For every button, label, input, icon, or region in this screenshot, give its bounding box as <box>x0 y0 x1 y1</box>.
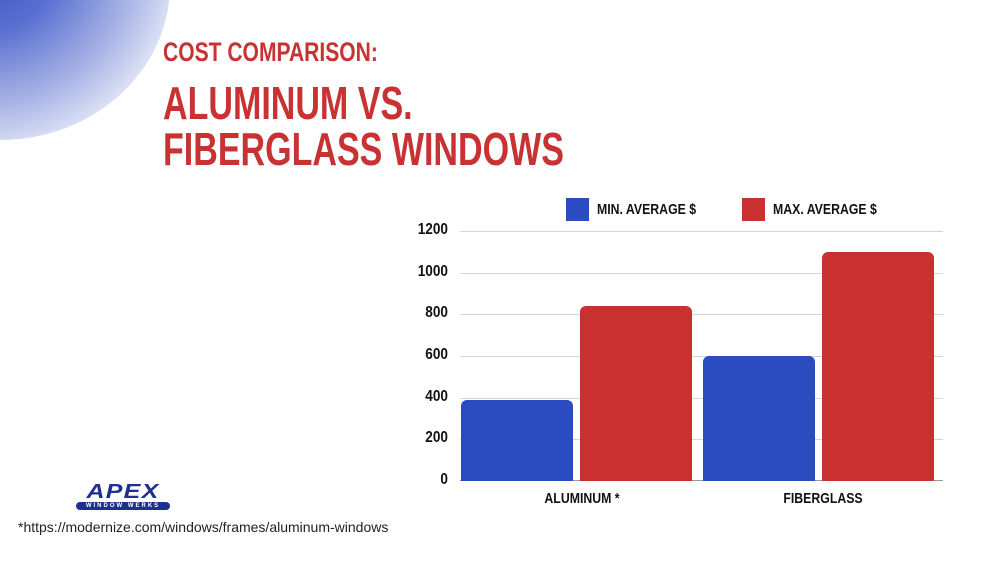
gridline <box>460 397 943 399</box>
subtitle: COST COMPARISON: <box>163 37 378 67</box>
legend-label-max: MAX. AVERAGE $ <box>772 201 877 218</box>
gridline <box>460 439 943 441</box>
source-footnote: *https://modernize.com/windows/frames/al… <box>18 519 389 535</box>
gridline <box>460 314 943 316</box>
bar-min-1 <box>702 356 815 481</box>
legend-item-max: MAX. AVERAGE $ <box>741 198 900 221</box>
y-tick-label: 800 <box>425 304 448 322</box>
legend-label-min: MIN. AVERAGE $ <box>597 201 697 218</box>
legend-swatch-max <box>741 198 765 221</box>
legend-item-min: MIN. AVERAGE $ <box>566 198 718 221</box>
chart-legend: MIN. AVERAGE $ MAX. AVERAGE $ <box>566 198 922 221</box>
bar-max-1 <box>821 251 934 481</box>
title-line-2: FIBERGLASS WINDOWS <box>163 123 564 175</box>
corner-gradient-decoration <box>0 0 170 140</box>
y-tick-label: 1000 <box>417 262 448 280</box>
apex-logo: APEX WINDOW WERKS <box>76 482 170 510</box>
y-tick-label: 0 <box>440 471 448 488</box>
legend-swatch-min <box>566 198 589 221</box>
x-axis-baseline <box>460 480 943 481</box>
logo-tagline: WINDOW WERKS <box>76 502 170 510</box>
plot-area <box>460 231 943 481</box>
y-tick-label: 1200 <box>417 221 448 238</box>
bar-max-0 <box>580 306 692 481</box>
gridline <box>460 272 943 274</box>
header: COST COMPARISON: ALUMINUM VS. FIBERGLASS… <box>163 36 705 172</box>
y-tick-label: 400 <box>425 387 448 405</box>
x-tick-label: FIBERGLASS <box>783 490 863 507</box>
bar-min-0 <box>461 399 573 481</box>
logo-wordmark: APEX <box>86 481 160 503</box>
title-line-1: ALUMINUM VS. <box>163 77 413 129</box>
gridline <box>460 231 943 232</box>
x-tick-label: ALUMINUM * <box>544 490 620 507</box>
y-tick-label: 600 <box>425 346 448 363</box>
y-tick-label: 200 <box>425 429 448 447</box>
gridline <box>460 356 943 357</box>
